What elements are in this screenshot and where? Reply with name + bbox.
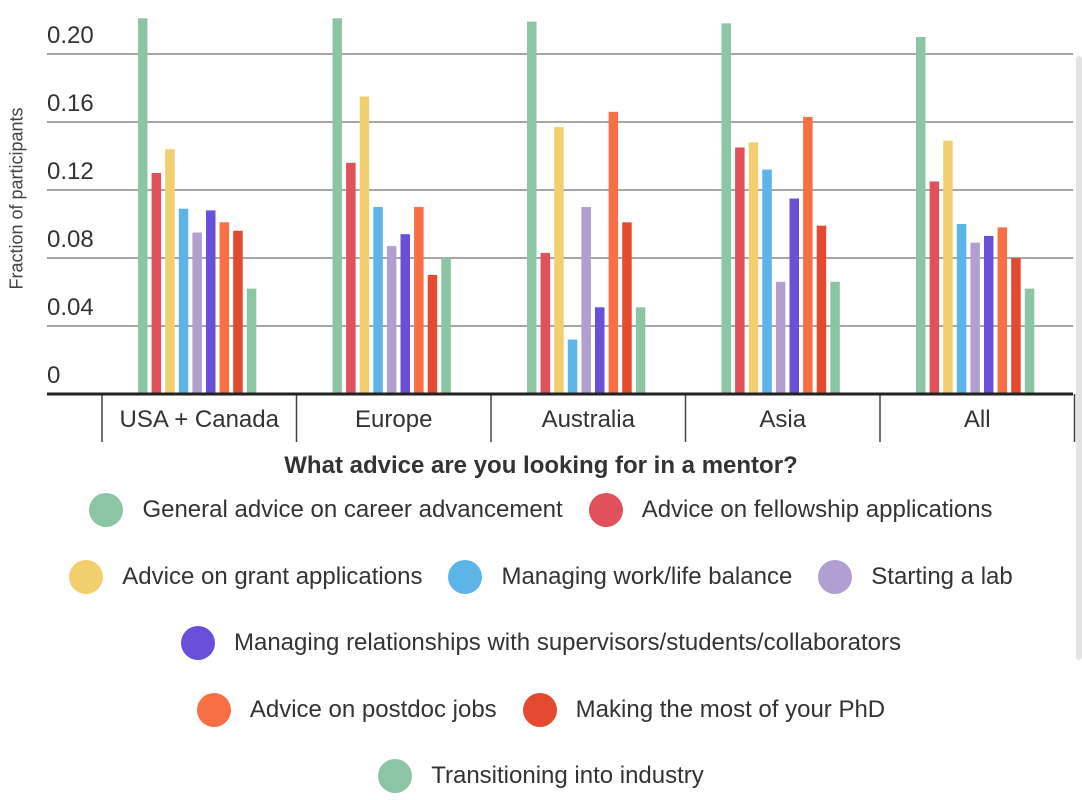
bar	[554, 127, 564, 394]
legend-swatch	[448, 560, 483, 594]
bar	[373, 207, 383, 394]
bar	[527, 21, 537, 394]
bar	[970, 242, 980, 394]
y-tick-label: 0.12	[47, 158, 94, 185]
scrollbar[interactable]	[1076, 56, 1082, 660]
legend-row: Managing relationships with supervisors/…	[0, 623, 1082, 663]
x-tick-label: All	[964, 406, 991, 433]
bar	[956, 224, 967, 394]
legend-label: Managing work/life balance	[501, 563, 793, 590]
x-tick-label: USA + Canada	[120, 406, 280, 433]
bar	[943, 140, 953, 394]
legend-item-relationships[interactable]: Managing relationships with supervisors/…	[180, 626, 901, 660]
bar	[219, 222, 230, 394]
x-tick-label: Asia	[759, 406, 806, 433]
legend-item-fellowship[interactable]: Advice on fellowship applications	[588, 493, 993, 527]
bar	[775, 281, 786, 394]
x-axis-title: What advice are you looking for in a men…	[284, 452, 798, 479]
legend-item-grant[interactable]: Advice on grant applications	[69, 560, 422, 594]
bar	[816, 225, 827, 394]
bar	[332, 18, 342, 395]
bar	[762, 169, 772, 394]
bar	[192, 232, 202, 394]
legend-item-postdoc[interactable]: Advice on postdoc jobs	[196, 693, 497, 727]
legend-swatch	[69, 560, 104, 594]
legend-label: General advice on career advancement	[142, 496, 563, 523]
legend-item-industry[interactable]: Transitioning into industry	[378, 759, 704, 793]
bar	[735, 147, 745, 394]
legend-item-starting-lab[interactable]: Starting a lab	[818, 560, 1013, 594]
bar	[178, 208, 189, 394]
bar	[1024, 288, 1035, 394]
legend-swatch	[522, 693, 557, 727]
bar	[929, 181, 940, 394]
legend-label: Advice on grant applications	[122, 563, 423, 590]
y-tick-label: 0	[47, 362, 60, 389]
bar	[567, 339, 578, 394]
bar	[359, 96, 370, 394]
bar	[608, 111, 619, 395]
legend-item-phd[interactable]: Making the most of your PhD	[522, 693, 886, 727]
x-tick-label: Europe	[355, 406, 432, 433]
bar	[346, 162, 356, 394]
bar	[138, 18, 148, 395]
y-tick-label: 0.04	[47, 294, 94, 321]
bar	[246, 288, 257, 394]
bar	[997, 227, 1008, 394]
bar	[540, 252, 551, 394]
bar	[635, 307, 646, 394]
bar	[803, 116, 813, 395]
bar	[916, 37, 926, 394]
bar	[427, 275, 438, 394]
bar	[622, 222, 632, 394]
y-axis-title: Fraction of participants	[6, 107, 27, 290]
bar	[233, 230, 243, 394]
y-tick-label: 0.08	[47, 226, 94, 253]
legend-label: Transitioning into industry	[431, 762, 704, 789]
bar	[414, 207, 424, 394]
bar	[581, 207, 591, 394]
legend-swatch	[196, 693, 231, 727]
bar	[206, 210, 216, 394]
bar	[386, 246, 397, 394]
bar	[441, 258, 451, 394]
legend-label: Advice on postdoc jobs	[249, 696, 497, 723]
bar	[1011, 258, 1021, 394]
bar	[151, 173, 162, 394]
bar	[984, 235, 994, 394]
bar	[400, 234, 410, 394]
legend-label: Advice on fellowship applications	[641, 496, 993, 523]
legend-row: General advice on career advancement Adv…	[0, 490, 1082, 530]
legend-row: Transitioning into industry	[0, 756, 1082, 796]
legend-swatch	[588, 493, 623, 527]
y-tick-label: 0.20	[47, 22, 94, 49]
x-tick-label: Australia	[542, 406, 636, 433]
y-tick-label: 0.16	[47, 90, 94, 117]
legend-swatch	[89, 493, 124, 527]
chart-plot: 0 0.04 0.08 0.12 0.16 0.20 USA + Canada Europe A…	[47, 18, 1076, 442]
bar	[721, 23, 731, 395]
legend-label: Making the most of your PhD	[575, 696, 886, 723]
legend-label: Managing relationships with supervisors/…	[233, 629, 901, 656]
legend-row: Advice on grant applications Managing wo…	[0, 557, 1082, 597]
legend-label: Starting a lab	[871, 563, 1013, 590]
bar	[748, 142, 759, 394]
legend-row: Advice on postdoc jobs Making the most o…	[0, 690, 1082, 730]
legend-swatch	[180, 626, 215, 660]
bar	[789, 198, 799, 394]
bar	[830, 281, 840, 394]
legend-swatch	[378, 759, 413, 793]
bar	[595, 307, 605, 394]
legend-item-general-career[interactable]: General advice on career advancement	[89, 493, 563, 527]
legend-item-work-life[interactable]: Managing work/life balance	[448, 560, 792, 594]
bar	[165, 149, 175, 394]
legend-swatch	[818, 560, 853, 594]
